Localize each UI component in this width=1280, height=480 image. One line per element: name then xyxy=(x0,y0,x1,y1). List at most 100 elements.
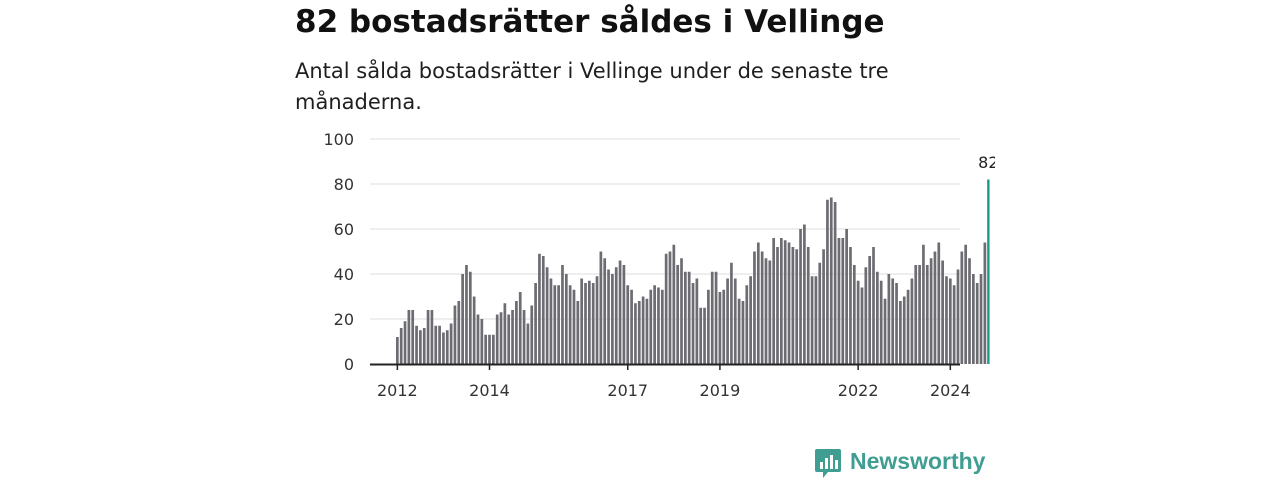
chart-card: 82 bostadsrätter såldes i Vellinge Antal… xyxy=(295,0,995,480)
bar xyxy=(972,274,975,364)
bar xyxy=(626,285,630,364)
bar xyxy=(664,253,668,364)
bar xyxy=(672,244,676,364)
bar xyxy=(829,197,833,364)
bar xyxy=(522,310,526,364)
highlight-data-label: 82 xyxy=(978,153,995,172)
bar xyxy=(837,238,841,364)
bar xyxy=(772,238,776,364)
bar xyxy=(657,287,660,364)
bar xyxy=(760,251,764,364)
bar xyxy=(611,274,614,364)
bar xyxy=(826,199,829,364)
bar xyxy=(561,265,564,364)
x-tick-label: 2022 xyxy=(838,381,879,400)
bar xyxy=(868,256,872,364)
bar xyxy=(492,334,495,364)
bar xyxy=(891,278,895,364)
bar xyxy=(929,258,933,364)
bar xyxy=(576,301,580,364)
y-tick-label: 0 xyxy=(344,355,354,374)
bar xyxy=(733,278,737,364)
bar xyxy=(795,249,799,364)
bar xyxy=(495,314,499,364)
bar xyxy=(603,258,607,364)
bar xyxy=(641,296,645,364)
bar xyxy=(407,310,411,364)
bar xyxy=(799,229,802,364)
bar xyxy=(968,258,971,364)
bar xyxy=(545,267,549,364)
bar xyxy=(591,283,595,364)
brand-name: Newsworthy xyxy=(850,448,986,474)
bar xyxy=(630,289,633,364)
bar xyxy=(764,258,768,364)
bar xyxy=(753,251,756,364)
bar xyxy=(699,307,703,364)
bar xyxy=(710,271,714,364)
bar xyxy=(653,285,656,364)
x-tick-label: 2017 xyxy=(607,381,648,400)
bar xyxy=(745,285,749,364)
bar xyxy=(599,251,603,364)
bar xyxy=(503,303,507,364)
bar xyxy=(776,247,779,364)
bar xyxy=(726,278,729,364)
bar xyxy=(803,224,806,364)
bar xyxy=(515,301,518,364)
bar xyxy=(730,262,733,364)
bar xyxy=(707,289,710,364)
bar xyxy=(645,298,649,364)
bar xyxy=(553,285,557,364)
bar-highlight xyxy=(987,179,990,364)
bar xyxy=(557,285,560,364)
bar xyxy=(749,276,752,364)
bar xyxy=(914,265,918,364)
bar xyxy=(684,271,687,364)
bar xyxy=(691,283,695,364)
x-tick-label: 2012 xyxy=(377,381,418,400)
bar xyxy=(607,269,610,364)
bar xyxy=(534,283,537,364)
bar xyxy=(618,260,622,364)
bar xyxy=(787,242,791,364)
bar xyxy=(718,292,722,364)
bar xyxy=(952,285,956,364)
x-tick-label: 2014 xyxy=(469,381,510,400)
bar xyxy=(964,244,968,364)
bar xyxy=(680,258,683,364)
bar xyxy=(933,251,937,364)
y-tick-label: 40 xyxy=(334,265,354,284)
bar xyxy=(945,276,948,364)
bar xyxy=(687,271,691,364)
bar xyxy=(922,244,925,364)
bar xyxy=(572,289,576,364)
bar xyxy=(902,296,906,364)
bar xyxy=(538,253,541,364)
bar-chart: 0 20 40 60 80 100 82 2012 2014 2017 2019 2022 2024 xyxy=(323,130,995,400)
bar xyxy=(476,314,480,364)
bar xyxy=(426,310,430,364)
bar xyxy=(403,321,407,364)
bar xyxy=(722,289,726,364)
bar xyxy=(741,301,745,364)
bar xyxy=(883,298,887,364)
bar xyxy=(910,278,914,364)
y-tick-label: 60 xyxy=(334,220,354,239)
bar xyxy=(806,247,810,364)
bar xyxy=(622,265,626,364)
bar xyxy=(872,247,875,364)
bar xyxy=(526,323,530,364)
bar xyxy=(584,283,587,364)
bar xyxy=(634,303,637,364)
bar xyxy=(660,289,664,364)
bar xyxy=(941,260,944,364)
bar xyxy=(810,276,814,364)
bar xyxy=(703,307,706,364)
bar xyxy=(737,298,741,364)
bar xyxy=(614,267,618,364)
bar xyxy=(453,305,457,364)
bar xyxy=(676,265,680,364)
bar xyxy=(564,274,568,364)
bar xyxy=(549,278,553,364)
